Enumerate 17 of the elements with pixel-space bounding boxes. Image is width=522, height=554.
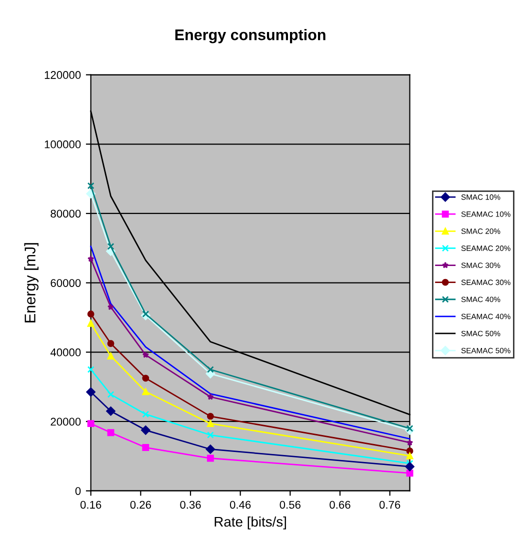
x-axis-title: Rate [bits/s]: [214, 516, 286, 530]
y-tick-label: 120000: [44, 71, 81, 79]
y-tick-label: 100000: [44, 140, 81, 148]
y-tick-label: 60000: [50, 279, 81, 287]
x-tick-label: 0.76: [379, 500, 400, 509]
y-tick-label: 80000: [50, 210, 81, 218]
x-tick-label: 0.56: [280, 500, 300, 509]
x-tick-label: 0.66: [330, 500, 350, 509]
y-tick-label: 40000: [50, 348, 81, 356]
chart-title: Energy consumption: [175, 28, 326, 44]
y-axis-title: Energy [mJ]: [24, 243, 38, 322]
x-tick-label: 0.36: [180, 500, 201, 509]
x-tick-label: 0.26: [130, 500, 151, 509]
x-tick-label: 0.46: [230, 500, 251, 509]
y-tick-label: 20000: [50, 418, 81, 426]
y-tick-label: 0: [75, 487, 81, 495]
x-tick-label: 0.16: [80, 500, 102, 509]
